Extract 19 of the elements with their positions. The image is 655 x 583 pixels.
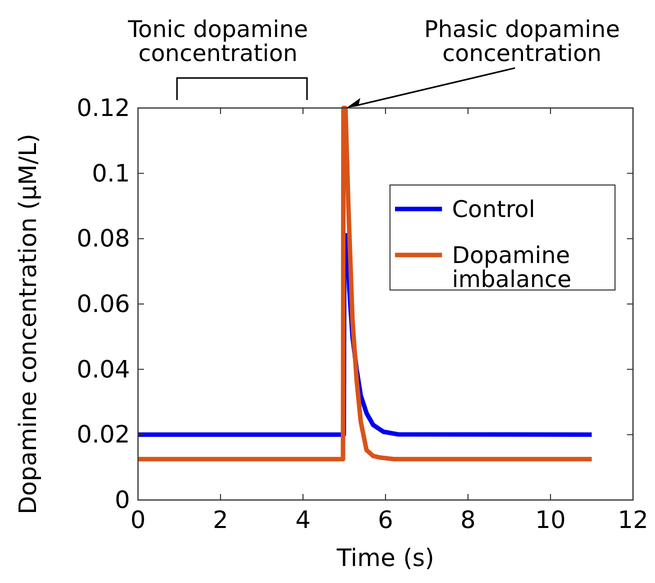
y-tick-label: 0.06 bbox=[76, 290, 130, 318]
x-axis-title: Time (s) bbox=[336, 544, 434, 572]
y-tick-label: 0.1 bbox=[92, 159, 130, 188]
y-tick-label: 0 bbox=[114, 486, 130, 514]
text: Tonic dopamine concentration bbox=[126, 17, 308, 67]
x-tick-label: 6 bbox=[378, 506, 394, 534]
legend-label: Control bbox=[452, 197, 536, 223]
y-tick-label: 0.08 bbox=[76, 224, 130, 253]
legend-label: Dopamine imbalance bbox=[452, 243, 572, 293]
y-axis-title: Dopamine concentration (μM/L) bbox=[14, 134, 42, 514]
y-tick-label: 0.04 bbox=[76, 355, 130, 384]
y-tick-label: 0.02 bbox=[76, 420, 130, 449]
x-tick-label: 2 bbox=[212, 506, 228, 534]
x-tick-label: 8 bbox=[460, 506, 476, 534]
annotation: Phasic dopamine concentration bbox=[424, 17, 620, 67]
x-tick-label: 10 bbox=[535, 506, 566, 534]
x-tick-label: 4 bbox=[295, 506, 311, 534]
y-tick-label: 0.12 bbox=[76, 94, 130, 122]
x-tick-label: 12 bbox=[618, 506, 648, 534]
